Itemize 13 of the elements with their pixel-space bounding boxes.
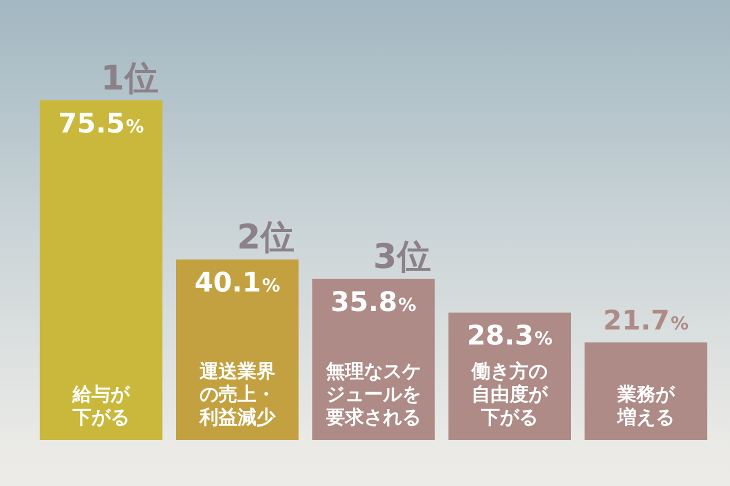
x-tick-label: 無理なスケジュールを要求される xyxy=(325,360,421,428)
annotation: 1位 xyxy=(100,58,158,98)
data-label: 28.3% xyxy=(466,320,553,352)
data-label: 21.7% xyxy=(603,305,689,336)
x-tick-label: 業務が増える xyxy=(616,384,676,428)
annotation: 2位 xyxy=(236,218,295,258)
data-label: 35.8% xyxy=(330,286,416,318)
x-tick-label: 運送業界の売上・利益減少 xyxy=(198,360,276,428)
data-label: 40.1% xyxy=(194,268,280,299)
annotation: 3位 xyxy=(373,236,431,277)
data-label: 75.5% xyxy=(58,108,144,140)
x-tick-label: 給与が下がる xyxy=(72,384,131,428)
x-tick-label: 働き方の自由度が下がる xyxy=(470,360,549,428)
